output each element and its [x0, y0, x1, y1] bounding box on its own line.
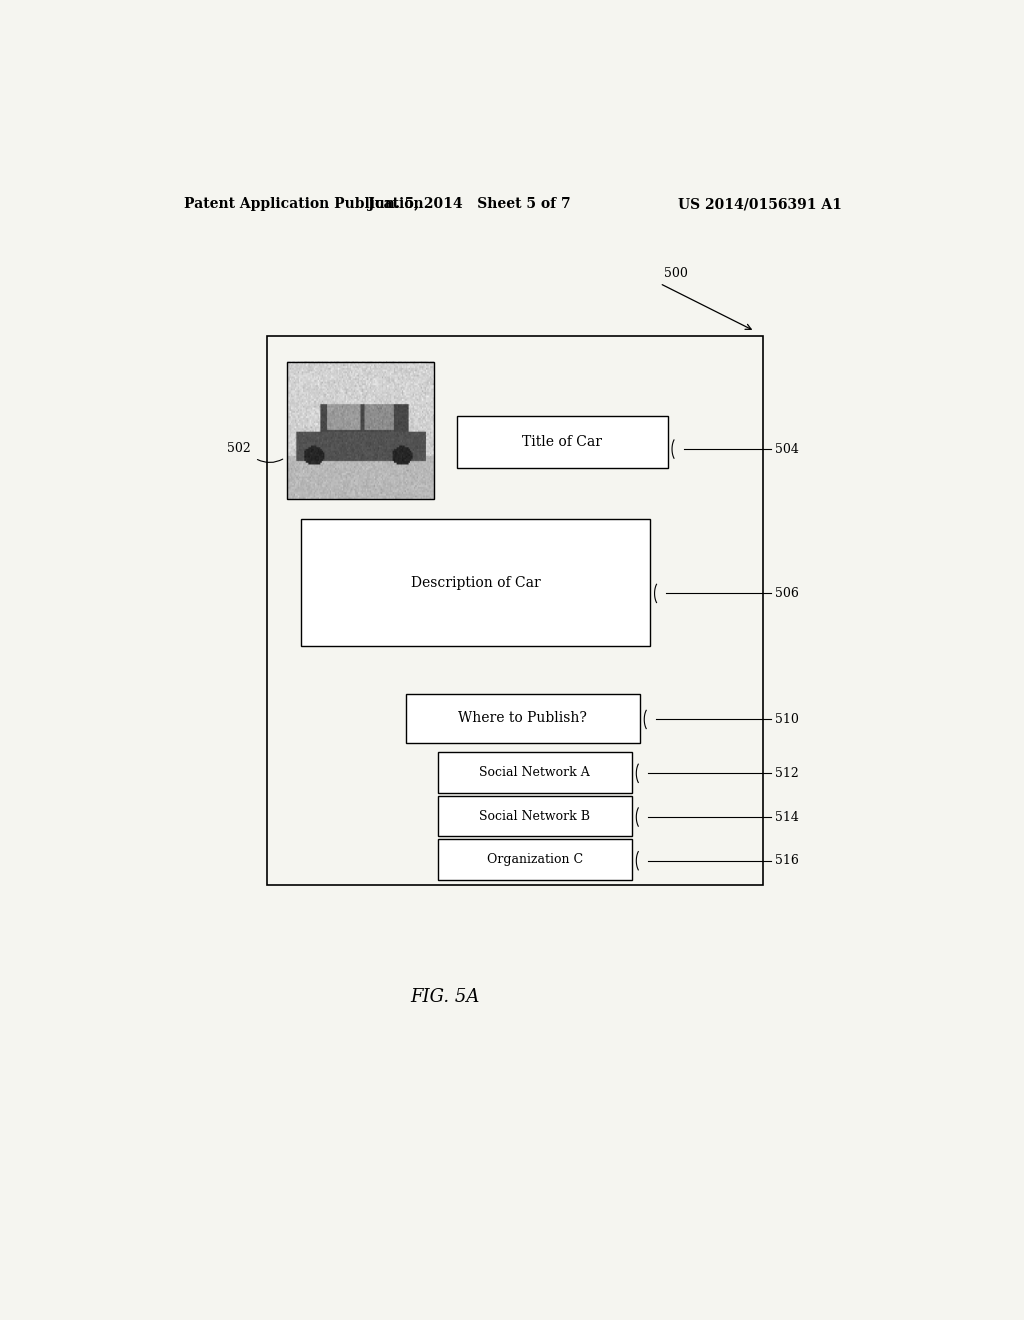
Bar	[301, 519, 650, 647]
Bar	[437, 796, 632, 837]
Bar	[406, 694, 640, 743]
Text: 514: 514	[775, 810, 799, 824]
Text: 506: 506	[775, 587, 799, 599]
Bar	[437, 840, 632, 880]
Text: Social Network A: Social Network A	[479, 766, 590, 779]
Bar	[458, 416, 668, 469]
Text: 510: 510	[775, 713, 799, 726]
Text: US 2014/0156391 A1: US 2014/0156391 A1	[678, 197, 842, 211]
Bar	[287, 362, 433, 499]
Text: 500: 500	[664, 268, 687, 280]
Bar	[267, 337, 763, 886]
Text: Where to Publish?: Where to Publish?	[459, 711, 587, 726]
Text: Organization C: Organization C	[486, 853, 583, 866]
Text: Description of Car: Description of Car	[411, 576, 541, 590]
Text: Social Network B: Social Network B	[479, 809, 590, 822]
Text: Title of Car: Title of Car	[522, 436, 602, 449]
Text: 512: 512	[775, 767, 799, 780]
Text: FIG. 5A: FIG. 5A	[411, 987, 480, 1006]
Text: 502: 502	[227, 442, 251, 454]
Text: 504: 504	[775, 442, 799, 455]
Text: 516: 516	[775, 854, 799, 867]
Text: Patent Application Publication: Patent Application Publication	[183, 197, 423, 211]
Text: Jun. 5, 2014   Sheet 5 of 7: Jun. 5, 2014 Sheet 5 of 7	[368, 197, 570, 211]
Bar	[437, 752, 632, 792]
